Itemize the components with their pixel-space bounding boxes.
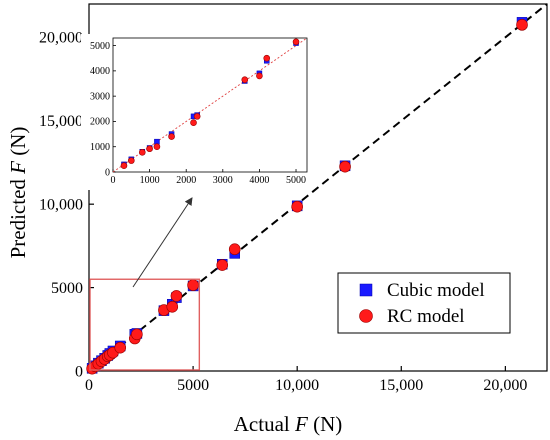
inset-data-point bbox=[241, 76, 249, 84]
main-x-tick-label: 5000 bbox=[177, 377, 209, 394]
inset-data-point bbox=[190, 119, 197, 126]
main-data-point bbox=[228, 243, 241, 256]
main-series-rc-model bbox=[86, 19, 528, 375]
inset-data-point bbox=[120, 162, 128, 169]
legend-entry-label: RC model bbox=[387, 306, 465, 327]
main-data-point bbox=[114, 341, 127, 354]
legend-entry-label: Cubic model bbox=[387, 280, 485, 301]
legend-box bbox=[337, 272, 511, 334]
main-data-point bbox=[339, 160, 351, 173]
zoom-region-box bbox=[89, 197, 201, 371]
main-x-tick-label: 10,000 bbox=[275, 377, 319, 394]
inset-x-tick-label: 3000 bbox=[213, 175, 233, 186]
legend-marker-circle bbox=[359, 309, 373, 323]
inset-y-tick-label: 2000 bbox=[90, 117, 110, 128]
inset-data-point bbox=[153, 143, 161, 151]
inset-x-tick-label: 0 bbox=[111, 175, 116, 186]
main-x-tick-label: 0 bbox=[85, 377, 93, 394]
zoom-connector-arrow bbox=[132, 197, 193, 288]
inset-data-point bbox=[154, 138, 160, 145]
main-data-point bbox=[216, 259, 229, 271]
inset-reference-line bbox=[112, 37, 308, 173]
inset-x-tick-label: 2000 bbox=[176, 175, 196, 186]
legend-marker-square bbox=[359, 283, 373, 297]
main-data-point bbox=[291, 200, 303, 213]
main-data-point bbox=[170, 290, 183, 302]
main-plot: 0 5000 10,000 15,000 20,000 0 5000 10,000 15,000… bbox=[6, 3, 548, 436]
inset-x-tick-label: 4000 bbox=[249, 175, 269, 186]
x-axis-title-var: F bbox=[294, 412, 308, 436]
main-y-tick-label: 15,000 bbox=[39, 113, 83, 130]
main-data-point bbox=[516, 19, 528, 31]
x-axis-title: Actual F (N) bbox=[234, 412, 342, 436]
main-data-point bbox=[131, 328, 143, 341]
inset-data-point bbox=[256, 72, 263, 80]
inset-data-point bbox=[146, 145, 153, 153]
main-y-tick-label: 5000 bbox=[51, 280, 83, 297]
y-axis-title-var: F bbox=[6, 161, 30, 175]
inset-plot: 0 1000 2000 3000 4000 5000 0 1000 2000 3000 4000 50… bbox=[81, 34, 311, 190]
inset-y-tick-label: 5000 bbox=[90, 41, 110, 52]
main-y-tick-label: 20,000 bbox=[39, 30, 83, 47]
inset-data-point bbox=[138, 148, 146, 156]
main-data-point bbox=[166, 300, 179, 313]
main-data-point bbox=[187, 279, 199, 291]
main-x-tick-label: 15,000 bbox=[379, 377, 423, 394]
main-x-tick-label: 20,000 bbox=[483, 377, 527, 394]
inset-y-tick-label: 1000 bbox=[90, 142, 110, 153]
legend: Cubic model RC model bbox=[337, 272, 511, 334]
inset-x-tick-label: 1000 bbox=[140, 175, 160, 186]
main-y-tick-label: 0 bbox=[75, 363, 83, 380]
inset-x-tick-label: 5000 bbox=[286, 175, 306, 186]
y-axis-title: Predicted F (N) bbox=[6, 127, 30, 259]
inset-axes-frame bbox=[112, 37, 308, 173]
main-y-tick-label: 10,000 bbox=[39, 196, 83, 213]
inset-background bbox=[81, 34, 311, 190]
inset-data-point bbox=[263, 54, 271, 62]
inset-data-point bbox=[168, 133, 175, 140]
inset-series-rc-model bbox=[120, 38, 300, 169]
inset-data-point bbox=[128, 157, 135, 164]
inset-y-tick-label: 0 bbox=[105, 167, 110, 178]
inset-y-tick-label: 4000 bbox=[90, 66, 110, 77]
inset-data-point bbox=[292, 38, 300, 46]
inset-y-tick-label: 3000 bbox=[90, 91, 110, 102]
inset-data-point bbox=[193, 113, 201, 120]
zoom-region-rect bbox=[89, 278, 201, 371]
